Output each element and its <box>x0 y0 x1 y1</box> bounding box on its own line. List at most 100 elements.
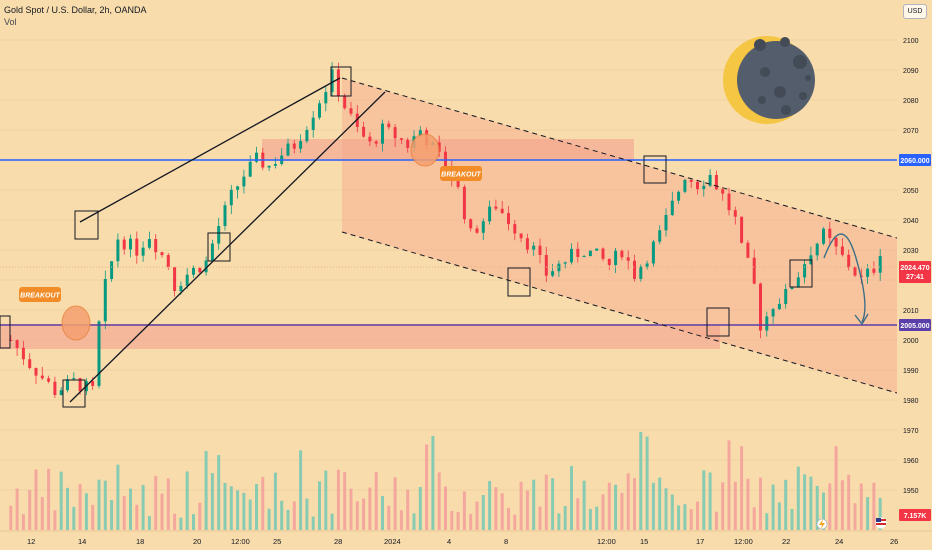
descending-channel[interactable] <box>342 78 897 393</box>
volume-bar <box>286 509 290 530</box>
candle-body <box>110 261 114 279</box>
highlight-box <box>789 259 813 288</box>
candle-body <box>607 258 611 266</box>
y-tick: 2070 <box>903 128 919 135</box>
volume-bar <box>853 503 857 530</box>
candle-body <box>34 367 38 376</box>
volume-bar <box>261 476 265 530</box>
candle-body <box>305 129 309 142</box>
highlight-boxes <box>0 66 813 408</box>
candle-body <box>198 267 202 273</box>
candle-body <box>507 213 510 225</box>
currency-button[interactable]: USD <box>903 4 927 19</box>
candle-body <box>834 237 838 247</box>
breakout-label-1: BREAKOUT <box>19 287 61 302</box>
flag-us-icon[interactable] <box>875 517 887 529</box>
candle-body <box>639 266 643 279</box>
volume-bar <box>223 482 227 530</box>
volume-bar <box>834 446 838 530</box>
candle-body <box>406 139 410 148</box>
candle-body <box>746 242 750 258</box>
candle-body <box>318 103 321 118</box>
candle-body <box>645 263 649 267</box>
svg-text:BREAKOUT: BREAKOUT <box>441 172 481 179</box>
candle-body <box>576 248 580 257</box>
volume-bar <box>822 492 825 530</box>
highlight-box <box>74 210 99 240</box>
x-tick: 14 <box>78 537 86 546</box>
volume-bar <box>696 501 699 530</box>
volume-bar <box>620 492 624 530</box>
volume-bar <box>595 506 599 530</box>
svg-text:7.157K: 7.157K <box>904 513 927 520</box>
volume-bar <box>494 487 498 530</box>
candle-body <box>135 238 139 256</box>
trend-line-lower[interactable] <box>69 91 386 403</box>
volume-bar <box>267 508 271 530</box>
volume-bar <box>588 508 592 530</box>
volume-bar <box>374 471 378 530</box>
candle-body <box>601 248 605 259</box>
symbol-title[interactable]: Gold Spot / U.S. Dollar, 2h, OANDA <box>4 5 147 15</box>
candle-body <box>343 96 347 109</box>
volume-bar <box>343 471 347 530</box>
lightning-icon[interactable] <box>816 518 828 530</box>
chart-header[interactable]: Gold Spot / U.S. Dollar, 2h, OANDA Vol <box>4 4 147 28</box>
volume-bar <box>425 444 429 530</box>
highlight-box <box>207 232 231 262</box>
candle-body <box>853 267 857 276</box>
volume-bar <box>198 502 202 530</box>
volume-bar <box>582 480 586 530</box>
volume-bar <box>645 436 649 530</box>
volume-bar <box>469 513 473 530</box>
volume-bar <box>513 514 517 530</box>
candle-body <box>179 285 183 292</box>
resistance-zone[interactable] <box>262 139 634 161</box>
volume-legend[interactable]: Vol <box>4 17 17 27</box>
arrow-down-curved-icon[interactable] <box>823 233 869 326</box>
volume-bar <box>721 482 725 530</box>
volume-bar <box>204 451 208 530</box>
volume-bar <box>324 470 328 530</box>
channel-bottom-line[interactable] <box>341 231 898 394</box>
volume-bar <box>450 510 454 530</box>
breakout-label-2: BREAKOUT <box>440 166 482 181</box>
volume-bar <box>355 501 359 530</box>
volume-bar <box>557 513 561 530</box>
volume-bar <box>387 505 391 530</box>
svg-text:2060.000: 2060.000 <box>900 158 929 165</box>
support-zone[interactable] <box>0 324 720 349</box>
volume-bar <box>248 499 252 530</box>
candle-body <box>765 316 769 331</box>
candle-body <box>292 143 296 149</box>
trend-line-upper[interactable] <box>79 77 341 223</box>
channel-top-line[interactable] <box>341 77 898 239</box>
candle-body <box>9 340 13 341</box>
volume-bar <box>815 485 819 530</box>
breakout-circle <box>410 133 440 167</box>
volume-bar <box>97 479 101 530</box>
volume-bar <box>500 493 504 530</box>
y-tick: 2010 <box>903 308 919 315</box>
candle-body <box>658 230 662 242</box>
candle-body <box>551 271 555 276</box>
volume-bar <box>456 511 460 530</box>
volume-bar <box>866 497 870 530</box>
volume-bar <box>368 487 372 530</box>
candle-body <box>103 278 107 322</box>
volume-bar <box>614 484 618 530</box>
candle-body <box>872 268 876 273</box>
candle-body <box>866 268 870 277</box>
candle-body <box>475 228 479 233</box>
candle-body <box>255 152 258 162</box>
volume-bar <box>878 497 882 530</box>
candles <box>9 62 882 398</box>
candle-body <box>696 181 699 190</box>
volume-bar <box>129 488 132 530</box>
candle-body <box>828 228 832 238</box>
candle-body <box>759 283 762 331</box>
volume-bar <box>9 505 13 530</box>
volume-bar <box>349 488 353 530</box>
volume-bar <box>651 482 655 530</box>
